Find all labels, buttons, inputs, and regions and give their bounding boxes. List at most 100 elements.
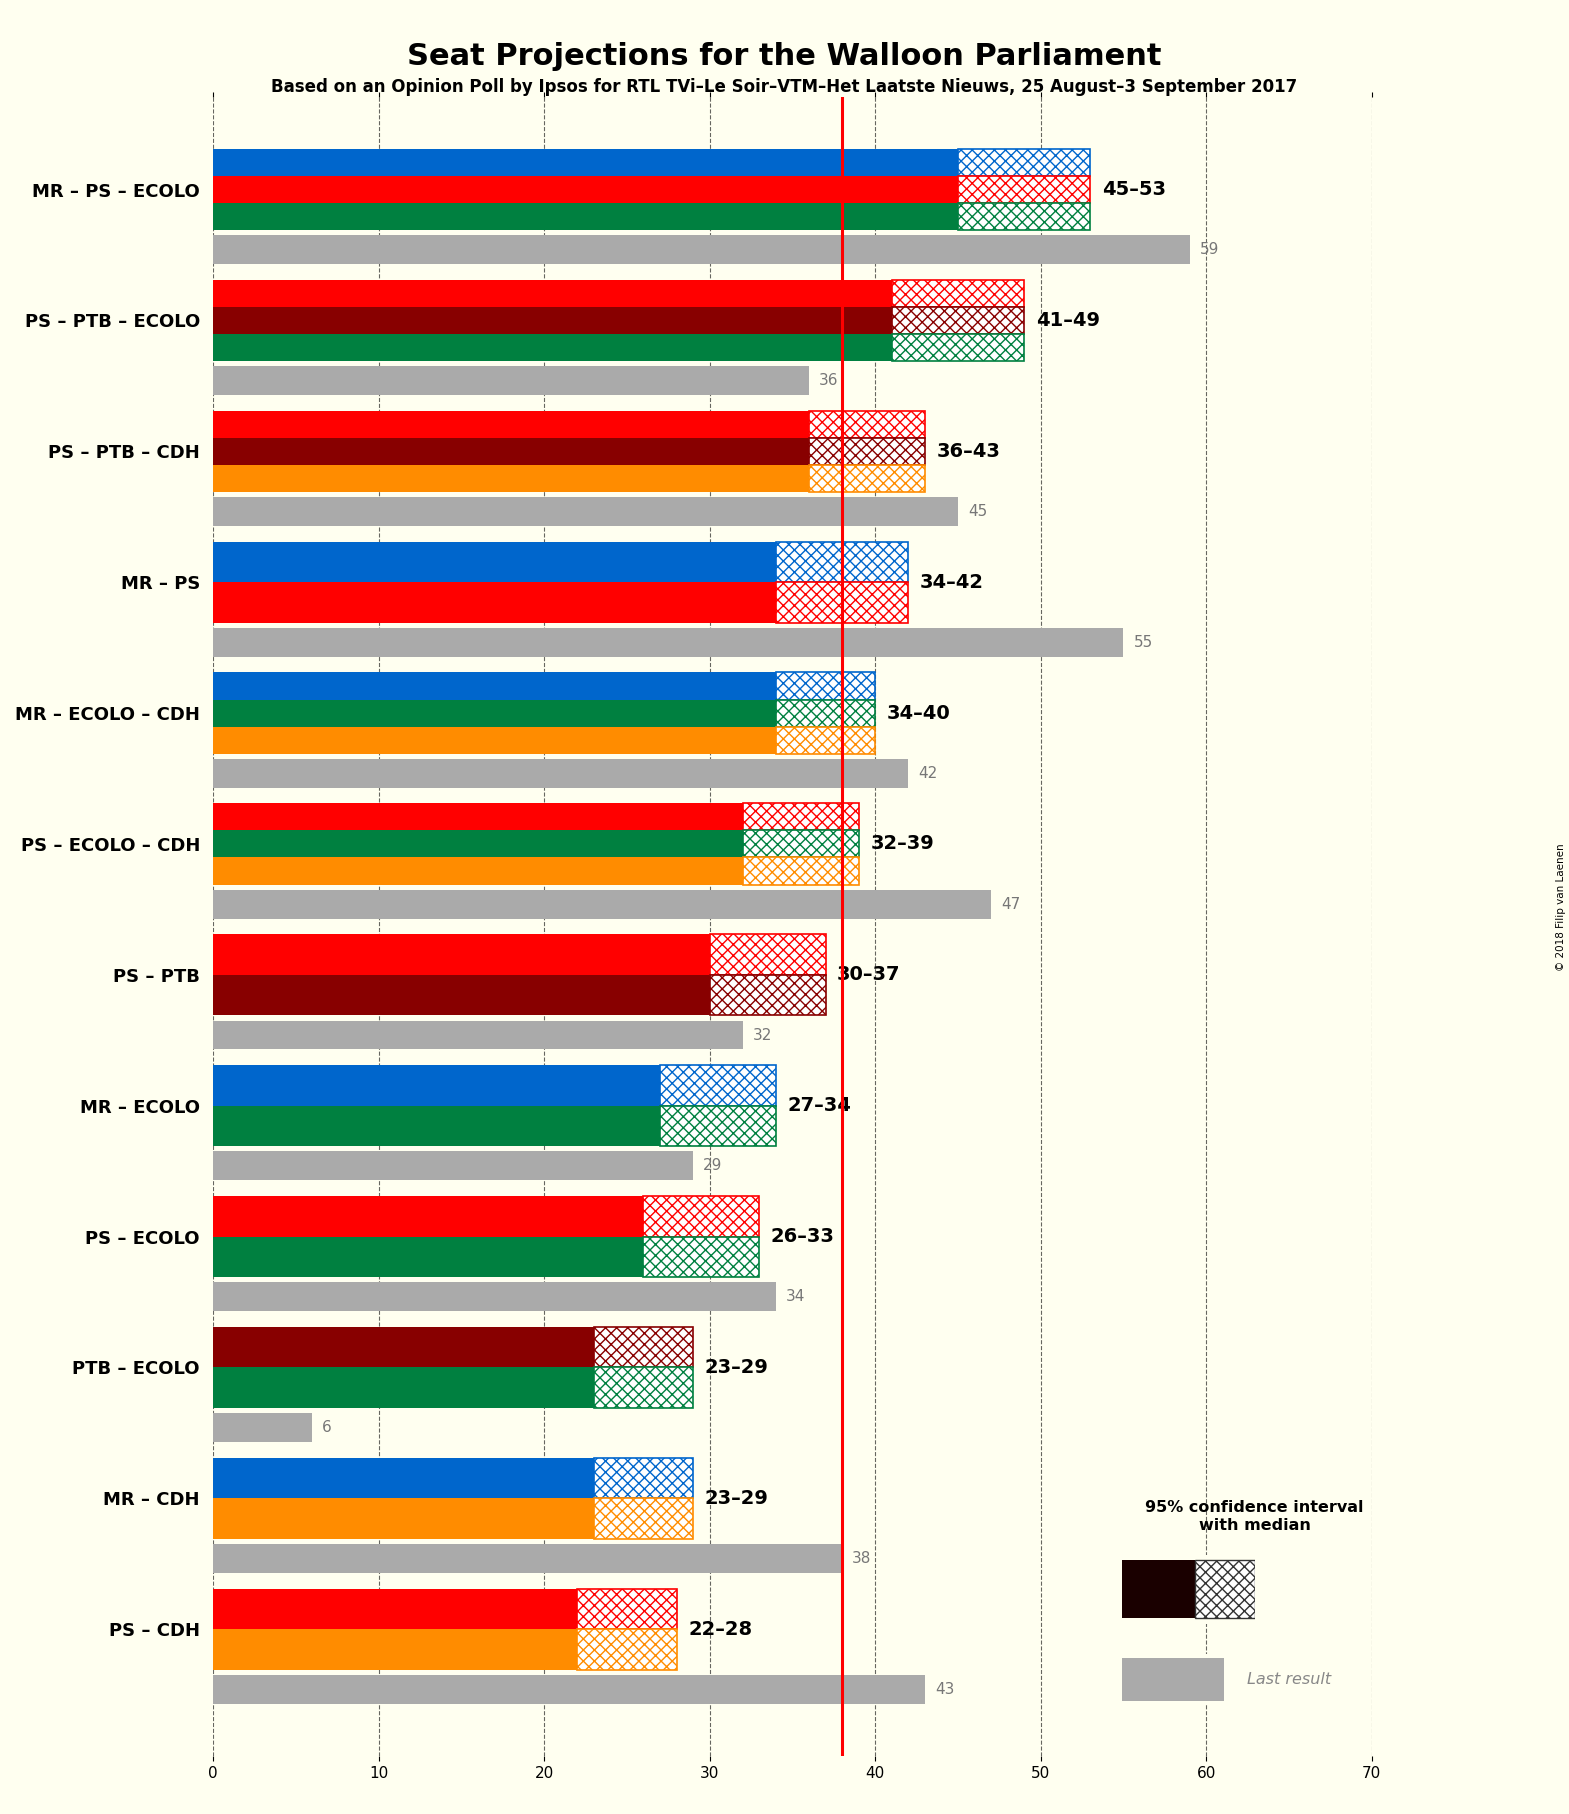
Bar: [1122, 1560, 1196, 1618]
Bar: [810, 410, 924, 437]
Bar: [213, 1544, 843, 1573]
Text: 55: 55: [1133, 635, 1153, 649]
Text: 45: 45: [968, 504, 987, 519]
Text: 42: 42: [918, 766, 938, 780]
Bar: [213, 1674, 924, 1703]
Bar: [213, 889, 992, 918]
Bar: [777, 727, 876, 753]
Text: 22–28: 22–28: [689, 1620, 752, 1638]
Bar: [213, 203, 959, 230]
Bar: [777, 582, 908, 622]
Bar: [213, 1195, 643, 1237]
Bar: [213, 334, 891, 361]
Bar: [709, 934, 825, 974]
Bar: [593, 1458, 693, 1498]
Bar: [213, 974, 709, 1016]
Bar: [213, 497, 959, 526]
Bar: [213, 582, 777, 622]
Text: Based on an Opinion Poll by Ipsos for RTL TVi–Le Soir–VTM–Het Laatste Nieuws, 25: Based on an Opinion Poll by Ipsos for RT…: [271, 78, 1298, 96]
Bar: [213, 700, 777, 727]
Bar: [777, 542, 908, 582]
Text: 36–43: 36–43: [937, 443, 1001, 461]
Bar: [213, 934, 709, 974]
Text: 95% confidence interval
with median: 95% confidence interval with median: [1145, 1500, 1363, 1533]
Bar: [213, 307, 891, 334]
Bar: [1122, 1658, 1224, 1702]
Text: 47: 47: [1001, 896, 1020, 912]
Bar: [1196, 1560, 1255, 1618]
Text: 23–29: 23–29: [704, 1359, 769, 1377]
Text: 32–39: 32–39: [871, 834, 934, 853]
Text: 41–49: 41–49: [1036, 310, 1100, 330]
Bar: [213, 1458, 593, 1498]
Bar: [777, 700, 876, 727]
Bar: [213, 176, 959, 203]
Bar: [213, 1107, 661, 1146]
Bar: [213, 1152, 693, 1181]
Bar: [213, 1237, 643, 1277]
Text: 27–34: 27–34: [788, 1096, 852, 1116]
Bar: [891, 334, 1025, 361]
Bar: [213, 437, 810, 464]
Text: 34–42: 34–42: [919, 573, 984, 591]
Bar: [213, 1413, 312, 1442]
Text: 36: 36: [819, 374, 838, 388]
Bar: [577, 1629, 676, 1669]
Bar: [810, 437, 924, 464]
Bar: [213, 727, 777, 753]
Text: Last result: Last result: [1247, 1673, 1332, 1687]
Text: 34–40: 34–40: [886, 704, 951, 722]
Bar: [213, 149, 959, 176]
Bar: [643, 1195, 759, 1237]
Text: 38: 38: [852, 1551, 871, 1565]
Bar: [213, 858, 742, 885]
Bar: [959, 176, 1090, 203]
Bar: [213, 279, 891, 307]
Bar: [643, 1237, 759, 1277]
Bar: [213, 1498, 593, 1538]
Bar: [661, 1107, 777, 1146]
Bar: [213, 236, 1189, 265]
Text: 45–53: 45–53: [1101, 180, 1166, 200]
Bar: [742, 804, 858, 831]
Bar: [213, 542, 777, 582]
Bar: [742, 858, 858, 885]
Text: 43: 43: [935, 1682, 954, 1696]
Bar: [709, 974, 825, 1016]
Bar: [959, 203, 1090, 230]
Bar: [213, 1629, 577, 1669]
Bar: [213, 1282, 777, 1312]
Bar: [213, 673, 777, 700]
Bar: [213, 410, 810, 437]
Bar: [213, 804, 742, 831]
Text: © 2018 Filip van Laenen: © 2018 Filip van Laenen: [1556, 844, 1566, 970]
Bar: [577, 1589, 676, 1629]
Bar: [777, 673, 876, 700]
Text: 32: 32: [753, 1027, 772, 1043]
Bar: [593, 1498, 693, 1538]
Bar: [742, 831, 858, 858]
Text: 30–37: 30–37: [838, 965, 901, 985]
Bar: [661, 1065, 777, 1107]
Text: 29: 29: [703, 1159, 722, 1174]
Text: 23–29: 23–29: [704, 1489, 769, 1507]
Text: 26–33: 26–33: [770, 1226, 835, 1246]
Bar: [213, 1589, 577, 1629]
Bar: [213, 831, 742, 858]
Bar: [213, 758, 908, 787]
Bar: [213, 366, 810, 395]
Bar: [213, 628, 1123, 657]
Text: Seat Projections for the Walloon Parliament: Seat Projections for the Walloon Parliam…: [408, 42, 1161, 71]
Text: 59: 59: [1200, 243, 1219, 258]
Bar: [810, 464, 924, 492]
Bar: [213, 1021, 742, 1050]
Bar: [213, 464, 810, 492]
Bar: [213, 1326, 593, 1368]
Bar: [959, 149, 1090, 176]
Text: 6: 6: [322, 1420, 333, 1435]
Bar: [593, 1326, 693, 1368]
Text: 34: 34: [786, 1290, 805, 1304]
Bar: [213, 1065, 661, 1107]
Bar: [213, 1368, 593, 1408]
Bar: [593, 1368, 693, 1408]
